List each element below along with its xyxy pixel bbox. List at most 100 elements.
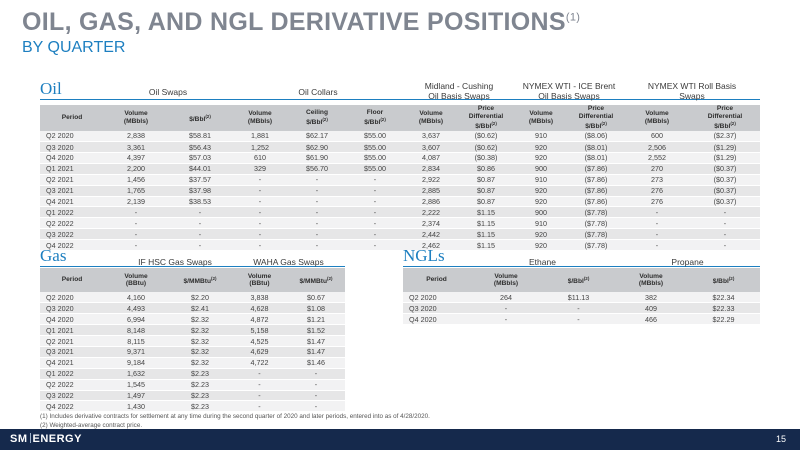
oil-value-cell: ($7.78) xyxy=(568,239,624,251)
oil-value-cell: 920 xyxy=(514,196,568,208)
oil-value-cell: 2,552 xyxy=(624,152,690,164)
gas-value-cell: 5,158 xyxy=(232,324,287,337)
oil-row: Q2 2020 2,838 $58.81 1,881 $62.17 $55.00 3,637… xyxy=(40,130,760,143)
col-period: Period xyxy=(40,105,104,131)
gas-period-cell: Q3 2022 xyxy=(40,390,104,402)
gas-value-cell: 1,545 xyxy=(104,379,168,391)
gas-value-cell: 9,184 xyxy=(104,357,168,369)
gas-value-cell: $1.08 xyxy=(287,302,345,315)
oil-value-cell: - xyxy=(288,239,346,251)
oil-value-cell: - xyxy=(168,228,232,241)
oil-value-cell: 2,885 xyxy=(404,185,458,197)
oil-period-cell: Q1 2021 xyxy=(40,163,104,175)
gas-col-waha-volume: Volume (BBtu) xyxy=(232,268,287,292)
oil-value-cell: - xyxy=(624,206,690,219)
oil-table-header-row: Period Volume (MBbls) $/Bbl(2) Volume (MBb… xyxy=(40,105,760,131)
gas-value-cell: 4,160 xyxy=(104,292,168,304)
oil-value-cell: - xyxy=(690,239,760,251)
oil-value-cell: 900 xyxy=(514,163,568,175)
oil-value-cell: ($7.86) xyxy=(568,163,624,175)
gas-section-label: Gas xyxy=(40,246,67,265)
oil-value-cell: $1.15 xyxy=(458,239,514,251)
gas-value-cell: $1.52 xyxy=(287,324,345,337)
oil-value-cell: ($0.37) xyxy=(690,185,760,197)
gas-value-cell: - xyxy=(232,368,287,380)
footer-bar: SM ENERGY 15 xyxy=(0,429,800,450)
gas-value-cell: $2.32 xyxy=(168,324,232,337)
oil-period-cell: Q4 2020 xyxy=(40,152,104,164)
oil-value-cell: 1,252 xyxy=(232,141,288,153)
gas-row: Q2 2020 4,160 $2.20 3,838 $0.67 xyxy=(40,292,345,304)
ngls-value-cell: - xyxy=(542,313,615,326)
oil-value-cell: ($0.38) xyxy=(458,152,514,164)
oil-value-cell: 920 xyxy=(514,228,568,241)
gas-value-cell: 6,994 xyxy=(104,313,168,326)
oil-value-cell: ($2.37) xyxy=(690,130,760,143)
oil-value-cell: ($7.78) xyxy=(568,206,624,219)
gas-period-cell: Q3 2020 xyxy=(40,302,104,315)
gas-period-cell: Q2 2022 xyxy=(40,379,104,391)
oil-value-cell: $57.03 xyxy=(168,152,232,164)
gas-col-period: Period xyxy=(40,268,104,292)
gas-row: Q2 2022 1,545 $2.23- - xyxy=(40,379,345,391)
oil-value-cell: - xyxy=(104,239,168,251)
oil-period-cell: Q1 2022 xyxy=(40,206,104,219)
col-roll-differential: Price Differential $/Bbl(2) xyxy=(690,105,760,131)
gas-value-cell: 4,628 xyxy=(232,302,287,315)
oil-value-cell: 2,442 xyxy=(404,228,458,241)
sm-energy-logo: SM ENERGY xyxy=(10,433,82,445)
gas-value-cell: $2.32 xyxy=(168,313,232,326)
oil-value-cell: - xyxy=(288,185,346,197)
waha-group-label: WAHA Gas Swaps xyxy=(253,257,324,267)
oil-value-cell: - xyxy=(346,185,404,197)
oil-value-cell: ($0.62) xyxy=(458,130,514,143)
oil-value-cell: - xyxy=(346,174,404,186)
gas-col-ifhsc-price: $/MMBtu(2) xyxy=(168,268,232,292)
oil-value-cell: 273 xyxy=(624,174,690,186)
gas-value-cell: 4,722 xyxy=(232,357,287,369)
ngls-value-cell: $22.29 xyxy=(687,313,760,326)
col-swap-price: $/Bbl(2) xyxy=(168,105,232,131)
oil-value-cell: - xyxy=(104,228,168,241)
ngls-value-cell: 382 xyxy=(615,292,687,304)
oil-value-cell: 329 xyxy=(232,163,288,175)
gas-value-cell: 3,838 xyxy=(232,292,287,304)
gas-period-cell: Q4 2020 xyxy=(40,313,104,326)
gas-value-cell: 4,872 xyxy=(232,313,287,326)
gas-value-cell: $2.23 xyxy=(168,390,232,402)
gas-row: Q1 2022 1,632 $2.23- - xyxy=(40,368,345,380)
gas-value-cell: $2.32 xyxy=(168,357,232,369)
ngls-value-cell: - xyxy=(542,302,615,315)
ngl-section-label: NGLs xyxy=(403,246,445,265)
oil-value-cell: 2,139 xyxy=(104,196,168,208)
gas-col-ifhsc-volume: Volume (BBtu) xyxy=(104,268,168,292)
oil-row: Q3 2022- - - - -2,442 $1.15 920 ($7.78) - - xyxy=(40,228,760,241)
oil-value-cell: 2,506 xyxy=(624,141,690,153)
gas-value-cell: - xyxy=(232,390,287,402)
col-brent-differential: Price Differential $/Bbl(2) xyxy=(568,105,624,131)
gas-value-cell: $1.21 xyxy=(287,313,345,326)
gas-value-cell: $2.32 xyxy=(168,346,232,358)
oil-swaps-group-label: Oil Swaps xyxy=(148,87,188,97)
oil-value-cell: 600 xyxy=(624,130,690,143)
oil-value-cell: - xyxy=(232,228,288,241)
oil-value-cell: ($1.29) xyxy=(690,141,760,153)
oil-value-cell: ($8.06) xyxy=(568,130,624,143)
oil-value-cell: ($0.37) xyxy=(690,163,760,175)
oil-value-cell: 2,922 xyxy=(404,174,458,186)
ngls-value-cell: $11.13 xyxy=(542,292,615,304)
gas-value-cell: $1.46 xyxy=(287,357,345,369)
gas-row: Q4 2021 9,184 $2.32 4,722 $1.46 xyxy=(40,357,345,369)
oil-value-cell: - xyxy=(624,217,690,230)
gas-value-cell: $2.32 xyxy=(168,335,232,347)
page-subtitle: BY QUARTER xyxy=(22,39,126,56)
oil-value-cell: - xyxy=(624,239,690,251)
oil-value-cell: 2,834 xyxy=(404,163,458,175)
gas-value-cell: $0.67 xyxy=(287,292,345,304)
oil-period-cell: Q3 2020 xyxy=(40,141,104,153)
gas-row: Q3 2020 4,493 $2.41 4,628 $1.08 xyxy=(40,302,345,315)
oil-value-cell: $1.15 xyxy=(458,228,514,241)
oil-value-cell: - xyxy=(288,174,346,186)
ngls-period-cell: Q2 2020 xyxy=(403,292,470,304)
gas-value-cell: $2.23 xyxy=(168,400,232,413)
